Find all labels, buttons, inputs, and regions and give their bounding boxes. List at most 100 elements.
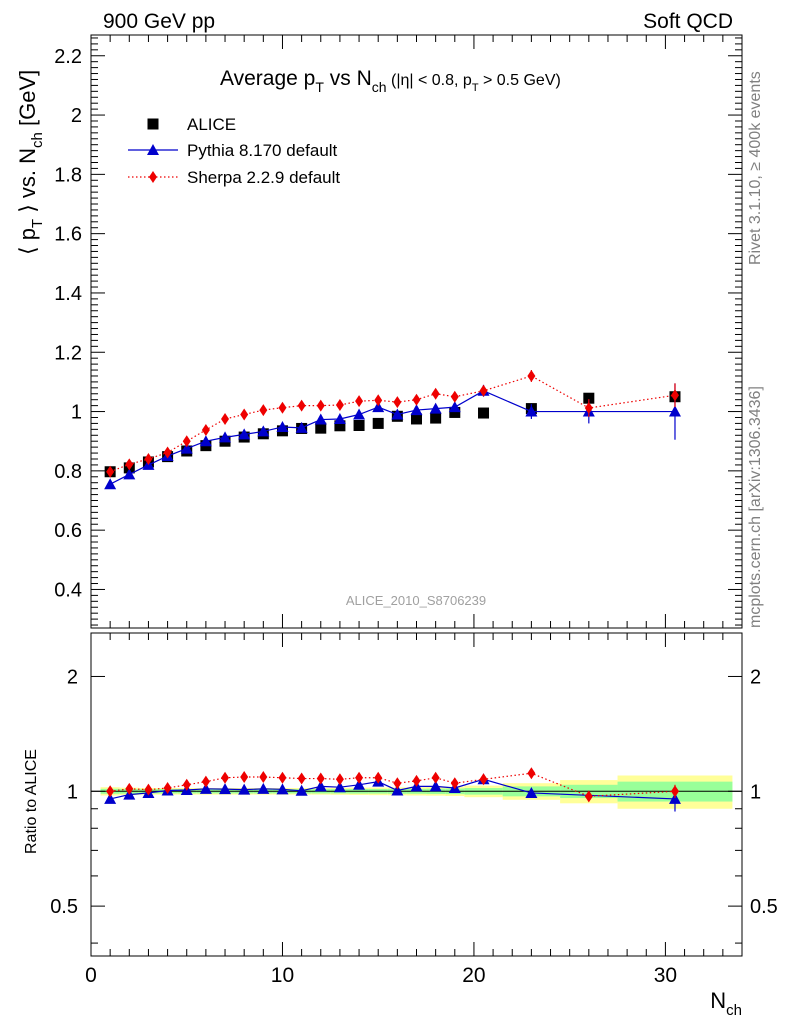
data-point (334, 420, 346, 432)
data-point (335, 399, 344, 412)
data-point (221, 771, 230, 784)
legend-label: Pythia 8.170 default (187, 141, 338, 160)
main-y-tick-label: 2 (71, 105, 82, 127)
data-point (149, 171, 157, 183)
data-point (278, 771, 287, 784)
main-y-tick-label: 1.8 (54, 164, 82, 186)
data-point (448, 401, 461, 413)
series-diamond (106, 767, 679, 803)
data-point (333, 781, 346, 793)
ratio-y-tick-label: 0.5 (50, 896, 78, 918)
data-point (125, 782, 134, 795)
data-point (297, 772, 306, 785)
data-point (668, 405, 681, 417)
series-line (110, 772, 676, 797)
main-y-tick-label: 1 (71, 402, 82, 424)
data-point (372, 417, 384, 429)
data-point (374, 394, 383, 407)
data-point (257, 425, 270, 437)
mcplots-label: mcplots.cern.ch [arXiv:1306.3436] (747, 386, 764, 628)
data-point (182, 435, 191, 448)
data-point (393, 396, 402, 409)
data-point (276, 783, 289, 795)
data-point (335, 773, 344, 786)
data-point (449, 406, 461, 418)
series-line (109, 375, 676, 473)
energy-label: 900 GeV pp (103, 10, 215, 33)
data-point (355, 771, 364, 784)
data-point (123, 468, 136, 480)
ratio-axes: 0 10 20 30 0.5 0.5 1 1 2 2 (50, 633, 778, 987)
data-point (259, 404, 268, 417)
data-point (450, 390, 459, 403)
data-point (147, 144, 159, 155)
data-point (314, 413, 327, 425)
data-point (527, 767, 536, 780)
data-point (353, 408, 366, 420)
data-point (412, 393, 421, 406)
data-point (104, 792, 117, 804)
data-point (668, 792, 681, 804)
main-y-tick-label: 1.6 (54, 224, 82, 246)
main-series-layer (104, 369, 681, 490)
main-frame (90, 34, 743, 629)
ratio-series-layer (104, 767, 681, 812)
data-point (295, 421, 308, 433)
data-point (259, 771, 268, 784)
data-point (147, 118, 159, 130)
data-point (238, 783, 251, 795)
data-point (583, 392, 595, 404)
data-point (315, 422, 327, 434)
ratio-frame (90, 632, 743, 957)
data-point (393, 777, 402, 790)
data-point (163, 446, 172, 459)
main-y-tick-label: 1.4 (54, 283, 82, 305)
rivet-label: Rivet 3.1.10, ≥ 400k events (747, 71, 764, 265)
category-label: Soft QCD (643, 10, 733, 33)
data-point (240, 771, 249, 784)
data-point (240, 408, 249, 421)
main-y-tick-label: 0.8 (54, 461, 82, 483)
data-point (180, 442, 193, 454)
legend-label: Sherpa 2.2.9 default (187, 168, 340, 187)
series-triangle (104, 383, 681, 490)
data-point (144, 783, 153, 796)
ratio-y-tick-label: 1 (67, 781, 78, 803)
data-point (670, 785, 679, 798)
data-point (372, 401, 385, 413)
data-point (411, 413, 422, 425)
data-point (199, 435, 212, 447)
data-point (238, 428, 251, 440)
data-point (314, 780, 327, 792)
series-diamond (106, 369, 679, 478)
data-point (584, 401, 593, 414)
data-point (316, 772, 325, 785)
main-title: Average pT vs Nch (|η| < 0.8, pT > 0.5 G… (220, 67, 561, 95)
data-point (527, 369, 536, 382)
data-point (479, 773, 488, 786)
data-point (125, 458, 134, 471)
data-point (525, 405, 538, 417)
data-point (429, 402, 442, 414)
data-point (144, 452, 153, 465)
series-square (104, 391, 681, 478)
data-point (219, 783, 232, 795)
data-point (201, 423, 210, 436)
data-point (391, 784, 404, 796)
data-point (276, 420, 289, 432)
x-tick-label: 0 (85, 964, 97, 987)
data-point (410, 404, 423, 416)
legend-label: ALICE (187, 115, 236, 134)
main-y-tick-label: 0.4 (54, 579, 82, 601)
data-point (525, 786, 538, 798)
data-point (316, 399, 325, 412)
main-axes: 0.4 0.6 0.8 1 1.2 1.4 1.6 1.8 2 2.2 (54, 35, 743, 628)
data-point (257, 782, 270, 794)
legend: ALICE Pythia 8.170 default Sherpa 2.2.9 de… (128, 115, 340, 187)
x-tick-label: 10 (271, 964, 294, 987)
data-point (479, 384, 488, 397)
x-tick-label: 30 (654, 964, 677, 987)
x-axis-label: Nch (710, 988, 742, 1019)
data-point (104, 478, 117, 490)
